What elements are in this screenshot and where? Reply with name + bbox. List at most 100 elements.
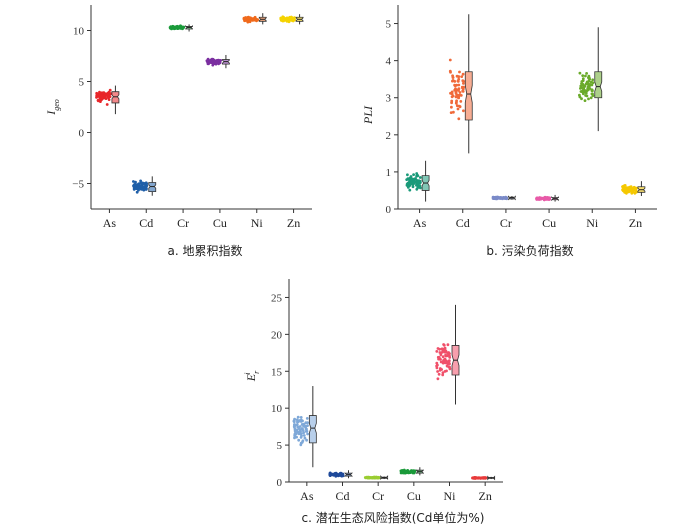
x-tick-label-cd: Cd bbox=[139, 216, 153, 230]
data-point bbox=[461, 89, 465, 93]
data-point bbox=[621, 189, 625, 192]
data-point bbox=[293, 16, 296, 20]
data-point bbox=[584, 74, 587, 78]
data-point bbox=[537, 197, 540, 200]
data-point bbox=[583, 99, 587, 102]
data-point bbox=[451, 74, 454, 78]
data-point bbox=[478, 476, 482, 480]
data-point bbox=[436, 370, 439, 373]
series-zn bbox=[621, 181, 646, 197]
data-point bbox=[136, 185, 140, 189]
series-cu bbox=[535, 194, 559, 202]
data-point bbox=[288, 17, 291, 21]
data-point bbox=[457, 75, 461, 78]
data-point bbox=[590, 88, 594, 92]
data-point bbox=[305, 429, 309, 433]
data-point bbox=[412, 469, 415, 472]
data-point bbox=[547, 196, 550, 200]
x-tick-label-cr: Cr bbox=[372, 489, 384, 503]
data-point bbox=[585, 72, 588, 75]
data-point bbox=[447, 353, 450, 357]
x-tick-label-cr: Cr bbox=[177, 216, 189, 230]
data-point bbox=[102, 91, 106, 95]
data-point bbox=[140, 185, 144, 188]
y-axis-label: PLI bbox=[361, 105, 375, 125]
data-point bbox=[441, 371, 445, 375]
data-point bbox=[435, 361, 439, 365]
data-point bbox=[591, 81, 595, 85]
data-point bbox=[212, 58, 216, 62]
x-tick-label-cd: Cd bbox=[335, 489, 349, 503]
panel-caption: b. 污染负荷指数 bbox=[486, 243, 573, 258]
y-tick-label: −5 bbox=[72, 179, 84, 191]
data-point bbox=[216, 59, 220, 62]
data-point bbox=[139, 179, 143, 183]
x-tick-label-cu: Cu bbox=[407, 489, 421, 503]
y-axis-label: Eri bbox=[243, 370, 261, 382]
data-point bbox=[298, 425, 302, 428]
data-point bbox=[215, 61, 219, 65]
data-point bbox=[174, 25, 178, 29]
series-zn bbox=[279, 14, 304, 25]
data-point bbox=[404, 470, 407, 473]
data-point bbox=[293, 18, 296, 22]
data-point bbox=[591, 94, 595, 97]
data-point bbox=[210, 61, 214, 65]
data-point bbox=[412, 177, 416, 181]
x-tick-label-cu: Cu bbox=[542, 216, 556, 230]
data-point bbox=[440, 351, 444, 354]
panel-caption: c. 潜在生态风险指数(Cd单位为%) bbox=[302, 510, 485, 525]
data-point bbox=[376, 476, 380, 480]
data-point bbox=[207, 62, 211, 66]
data-point bbox=[436, 347, 440, 350]
y-tick-label: 0 bbox=[386, 204, 392, 216]
data-point bbox=[410, 179, 413, 182]
series-ni bbox=[435, 304, 460, 405]
data-point bbox=[578, 93, 581, 97]
data-point bbox=[248, 19, 252, 23]
data-point bbox=[441, 373, 445, 377]
data-point bbox=[299, 416, 303, 419]
data-point bbox=[105, 103, 109, 106]
data-point bbox=[441, 355, 445, 359]
data-point bbox=[445, 369, 448, 373]
x-tick-label-cr: Cr bbox=[500, 216, 512, 230]
data-point bbox=[401, 471, 404, 474]
data-point bbox=[293, 427, 297, 430]
y-tick-label: 0 bbox=[79, 128, 85, 140]
data-point bbox=[437, 372, 441, 376]
y-tick-label: 15 bbox=[271, 366, 283, 378]
data-point bbox=[100, 95, 104, 99]
panel-b: 0 1 2 3 4 5 PLI As Cd Cr Cu Ni Zn b. 污染负荷指数 bbox=[361, 5, 657, 258]
data-point bbox=[587, 79, 591, 83]
data-point bbox=[279, 19, 283, 22]
data-point bbox=[581, 77, 585, 81]
data-point bbox=[418, 184, 422, 188]
data-point bbox=[296, 415, 300, 419]
y-tick-label: 5 bbox=[277, 440, 283, 452]
data-point bbox=[447, 360, 451, 363]
data-point bbox=[141, 188, 145, 191]
data-point bbox=[442, 343, 445, 346]
data-point bbox=[305, 427, 308, 431]
data-point bbox=[406, 186, 410, 189]
data-point bbox=[299, 436, 303, 439]
data-point bbox=[450, 105, 453, 109]
data-point bbox=[443, 350, 446, 354]
data-point bbox=[439, 360, 443, 364]
data-point bbox=[437, 356, 441, 359]
data-point bbox=[283, 17, 286, 20]
data-point bbox=[587, 84, 591, 87]
series-cu bbox=[205, 54, 230, 69]
data-point bbox=[587, 74, 591, 78]
data-point bbox=[137, 183, 141, 186]
x-tick-label-zn: Zn bbox=[287, 216, 300, 230]
data-point bbox=[333, 472, 337, 476]
panel-c: 0 5 10 15 20 25 Eri As Cd Cr Cu Ni Zn c. 潜在生态风险指数(Cd单… bbox=[243, 279, 503, 525]
data-point bbox=[176, 25, 180, 29]
data-point bbox=[300, 423, 304, 426]
y-axis-label: Igeo bbox=[44, 99, 61, 116]
data-point bbox=[409, 175, 413, 178]
data-point bbox=[107, 98, 111, 101]
